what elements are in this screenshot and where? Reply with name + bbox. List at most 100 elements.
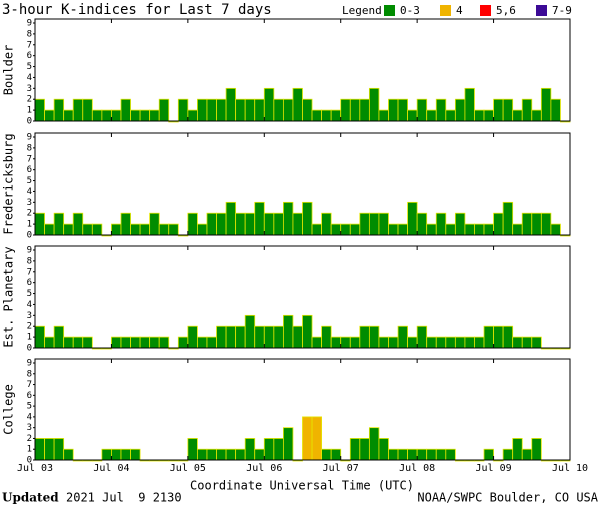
bar xyxy=(282,98,294,122)
bar xyxy=(531,438,542,461)
bar xyxy=(311,416,323,461)
panel-frame xyxy=(34,18,571,122)
panel-label: Boulder xyxy=(2,45,16,96)
bar xyxy=(454,336,466,349)
bar xyxy=(483,325,494,349)
bar xyxy=(63,336,74,349)
bar xyxy=(273,325,284,349)
bar xyxy=(521,336,533,349)
legend-label: 7-9 xyxy=(552,4,572,17)
bar xyxy=(111,109,122,122)
bar xyxy=(206,448,217,461)
bar xyxy=(416,448,428,461)
bar xyxy=(34,98,45,122)
bar xyxy=(521,212,533,236)
bar xyxy=(53,212,65,236)
bar xyxy=(263,325,275,349)
bar xyxy=(244,438,256,461)
bar xyxy=(550,223,561,236)
y-tick-label: 6 xyxy=(27,51,32,61)
y-tick-label: 1 xyxy=(27,106,32,116)
bar xyxy=(225,87,237,122)
bar xyxy=(263,438,275,461)
bar xyxy=(130,109,141,122)
bar xyxy=(407,336,418,349)
bar xyxy=(91,109,103,122)
bar xyxy=(273,212,284,236)
bar xyxy=(464,87,475,122)
bar xyxy=(445,448,456,461)
bar xyxy=(321,448,332,461)
bar xyxy=(101,448,112,461)
bar xyxy=(72,336,84,349)
bar xyxy=(187,109,198,122)
y-tick-label: 8 xyxy=(27,369,32,379)
bar xyxy=(340,336,351,349)
bar xyxy=(216,98,227,122)
bar xyxy=(311,109,323,122)
bar xyxy=(426,448,437,461)
bar xyxy=(130,336,141,349)
bar xyxy=(120,336,131,349)
bar xyxy=(445,223,456,236)
y-tick-label: 8 xyxy=(27,29,32,39)
y-tick-label: 7 xyxy=(27,380,32,390)
bar xyxy=(158,223,170,236)
bar xyxy=(445,336,456,349)
legend-swatch xyxy=(536,5,547,16)
bar xyxy=(378,109,389,122)
bar xyxy=(111,223,122,236)
bar xyxy=(197,448,208,461)
y-tick-label: 0 xyxy=(27,117,32,127)
legend-label: 4 xyxy=(456,4,463,17)
bar xyxy=(302,201,313,236)
panel-label: College xyxy=(2,384,16,435)
bar xyxy=(397,325,408,349)
bar xyxy=(531,212,542,236)
bar xyxy=(235,98,246,122)
bar xyxy=(235,325,246,349)
bar xyxy=(282,427,294,461)
bar xyxy=(187,438,198,461)
bar xyxy=(493,325,504,349)
bar xyxy=(82,336,93,349)
panel-frame xyxy=(34,245,571,349)
bar xyxy=(330,448,342,461)
bar xyxy=(44,223,55,236)
y-tick-label: 3 xyxy=(27,198,32,208)
x-tick-label: Jul 04 xyxy=(93,463,129,474)
bar xyxy=(330,336,342,349)
y-tick-label: 4 xyxy=(27,73,32,83)
bar xyxy=(120,212,131,236)
bar xyxy=(254,325,265,349)
y-tick-label: 1 xyxy=(27,333,32,343)
y-tick-label: 6 xyxy=(27,165,32,175)
bar xyxy=(378,212,389,236)
y-tick-label: 2 xyxy=(27,434,32,444)
bar xyxy=(101,109,112,122)
y-tick-label: 5 xyxy=(27,62,32,72)
bar xyxy=(273,438,284,461)
bar xyxy=(225,448,237,461)
bar xyxy=(225,325,237,349)
bar xyxy=(349,223,361,236)
legend-label: 5,6 xyxy=(496,4,516,17)
bar xyxy=(426,223,437,236)
bar xyxy=(177,98,189,122)
bar xyxy=(349,98,361,122)
bar xyxy=(368,87,380,122)
bar xyxy=(502,201,514,236)
bar xyxy=(483,109,494,122)
bar xyxy=(254,201,265,236)
bar xyxy=(63,109,74,122)
panel-label: Est. Planetary xyxy=(2,246,16,347)
bar xyxy=(158,336,170,349)
bar xyxy=(244,314,256,349)
bar xyxy=(512,109,523,122)
y-tick-label: 9 xyxy=(27,246,32,256)
bar xyxy=(502,448,514,461)
legend-label: 0-3 xyxy=(400,4,420,17)
bar xyxy=(72,212,84,236)
bar xyxy=(474,223,485,236)
y-tick-label: 7 xyxy=(27,40,32,50)
